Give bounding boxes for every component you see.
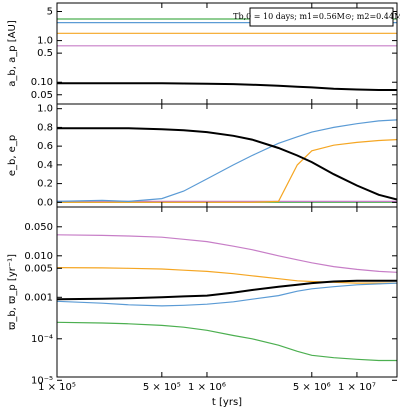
annotation: Tb,0 = 10 days; m1=0.56M⊙; m2=0.44M⊙ [233,12,400,21]
x-tick-label: 1 × 10⁵ [38,382,76,393]
x-tick-label: 1 × 10⁷ [338,382,376,393]
series-line [57,279,397,301]
series-line [57,82,397,91]
y-axis-label: a_b, a_p [AU] [7,20,18,87]
series-line [57,267,397,284]
y-tick-label: 0.5 [37,48,53,59]
panel-frame [56,206,398,378]
y-tick-label: 0.2 [37,179,53,190]
y-tick-label: 0.10 [31,77,53,88]
annotation-box [249,7,394,27]
y-tick-label: 1.0 [37,36,53,47]
plot-area [57,119,397,203]
y-tick-label: 0.0 [37,197,53,208]
x-tick-label: 5 × 10⁵ [143,382,181,393]
y-tick-label: 0.010 [24,251,53,262]
y-tick-label: 0.005 [24,263,53,274]
series-line [57,139,397,203]
y-tick-label: 0.001 [24,292,53,303]
y-tick-label: 0.4 [37,160,53,171]
plot-area [57,234,397,362]
series-line [57,234,397,273]
x-tick-label: 5 × 10⁶ [293,382,331,393]
y-tick-label: 5 [47,6,53,17]
series-line [57,119,397,203]
plot-area [57,18,397,91]
y-tick-label: 0.6 [37,141,53,152]
y-tick-label: 0.05 [31,90,53,101]
y-axis-label: ϖ_b, ϖ_p [yr⁻¹] [7,254,18,330]
series-line [57,321,397,362]
y-tick-label: 0.8 [37,122,53,133]
y-tick-label: 10⁻⁴ [31,334,53,345]
series-line [57,127,397,201]
panel-frame [56,103,398,208]
y-axis-label: e_b, e_p [7,135,18,176]
y-tick-label: 1.0 [37,104,53,115]
series-line [57,282,397,307]
y-tick-label: 10⁻⁵ [31,375,53,386]
x-axis-label: t [yrs] [212,397,242,408]
y-tick-label: 0.050 [24,222,53,233]
x-tick-label: 1 × 10⁶ [188,382,226,393]
